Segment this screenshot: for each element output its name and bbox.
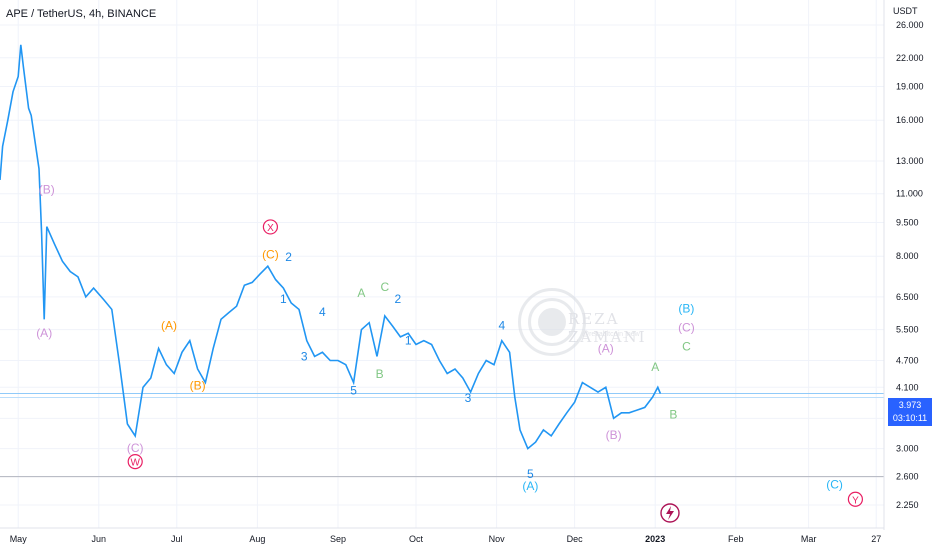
wave-label: 5 [527, 467, 534, 481]
y-tick-label: 4.700 [896, 356, 919, 366]
y-tick-label: 13.000 [896, 156, 924, 166]
watermark-name: REZA ZAMANI [568, 310, 647, 346]
y-tick-label: 5.500 [896, 325, 919, 335]
current-price-value: 3.973 [898, 400, 922, 410]
wave-label: (C) [678, 320, 695, 334]
wave-label: (A) [161, 319, 177, 333]
x-tick-label: May [10, 534, 28, 544]
y-tick-label: 8.000 [896, 251, 919, 261]
wave-label: 3 [465, 391, 472, 405]
x-tick-label: Oct [409, 534, 424, 544]
y-tick-label: 4.100 [896, 382, 919, 392]
y-tick-label: 26.000 [896, 20, 924, 30]
y-tick-label: 2.250 [896, 500, 919, 510]
y-tick-label: 3.000 [896, 444, 919, 454]
wave-label: A [651, 360, 659, 374]
wave-label: W [130, 458, 140, 469]
wave-circle [262, 219, 278, 235]
y-tick-label: 19.000 [896, 82, 924, 92]
wave-circle [127, 454, 143, 470]
y-tick-label: 6.500 [896, 292, 919, 302]
wave-label: B [376, 367, 384, 381]
wave-label: 4 [498, 319, 505, 333]
wave-label: (C) [127, 441, 144, 455]
wave-label: (B) [678, 302, 694, 316]
lightning-icon[interactable] [660, 503, 680, 523]
y-tick-label: 22.000 [896, 53, 924, 63]
x-tick-label: Aug [249, 534, 265, 544]
wave-label: A [357, 286, 365, 300]
y-tick-label: 11.000 [896, 189, 923, 199]
wave-label: (A) [522, 479, 538, 493]
x-tick-label: 27 [871, 534, 881, 544]
x-tick-label: Jul [171, 534, 183, 544]
x-tick-label: Sep [330, 534, 346, 544]
y-tick-label: 9.500 [896, 217, 919, 227]
wave-label: B [669, 407, 677, 421]
wave-label: (A) [598, 341, 614, 355]
currency-unit: USDT [893, 6, 918, 16]
wave-label: 4 [319, 305, 326, 319]
x-tick-label: 2023 [645, 534, 665, 544]
chart-grid [0, 0, 884, 528]
current-price-tag: 3.973 03:10:11 [888, 398, 932, 426]
wave-label: (C) [262, 248, 279, 262]
wave-label: Y [852, 495, 859, 506]
wave-label: 5 [350, 384, 357, 398]
watermark-logo: REZA ZAMANI @rezabitcoin_new [512, 282, 682, 362]
wave-label: 1 [280, 292, 287, 306]
price-axis[interactable]: 26.000 22.000 19.000 16.000 13.000 11.000 9.50… [896, 20, 924, 510]
wave-label: (B) [39, 183, 55, 197]
y-tick-label: 16.000 [896, 115, 924, 125]
x-tick-label: Mar [801, 534, 817, 544]
wave-label: 2 [394, 292, 401, 306]
wave-label: (B) [606, 428, 622, 442]
wave-circle [847, 491, 864, 507]
wave-label: (A) [36, 326, 52, 340]
x-tick-label: Nov [489, 534, 506, 544]
x-tick-label: Jun [92, 534, 107, 544]
wave-label: X [267, 223, 274, 234]
wave-label: 2 [285, 250, 292, 264]
wave-label: (C) [826, 477, 843, 491]
time-axis[interactable]: May Jun Jul Aug Sep Oct Nov Dec 2023 Feb Mar 27 [10, 534, 882, 544]
watermark-handle: @rezabitcoin_new [582, 331, 640, 338]
y-tick-label: 2.600 [896, 472, 919, 482]
bar-countdown: 03:10:11 [892, 413, 928, 423]
wave-label: 1 [405, 333, 412, 347]
wave-label: 3 [301, 350, 308, 364]
x-tick-label: Feb [728, 534, 744, 544]
wave-label: C [682, 339, 691, 353]
price-series-line [0, 44, 662, 450]
wave-label: C [380, 280, 389, 294]
wave-label: (B) [190, 379, 206, 393]
symbol-title[interactable]: APE / TetherUS, 4h, BINANCE [6, 8, 157, 20]
x-tick-label: Dec [567, 534, 584, 544]
